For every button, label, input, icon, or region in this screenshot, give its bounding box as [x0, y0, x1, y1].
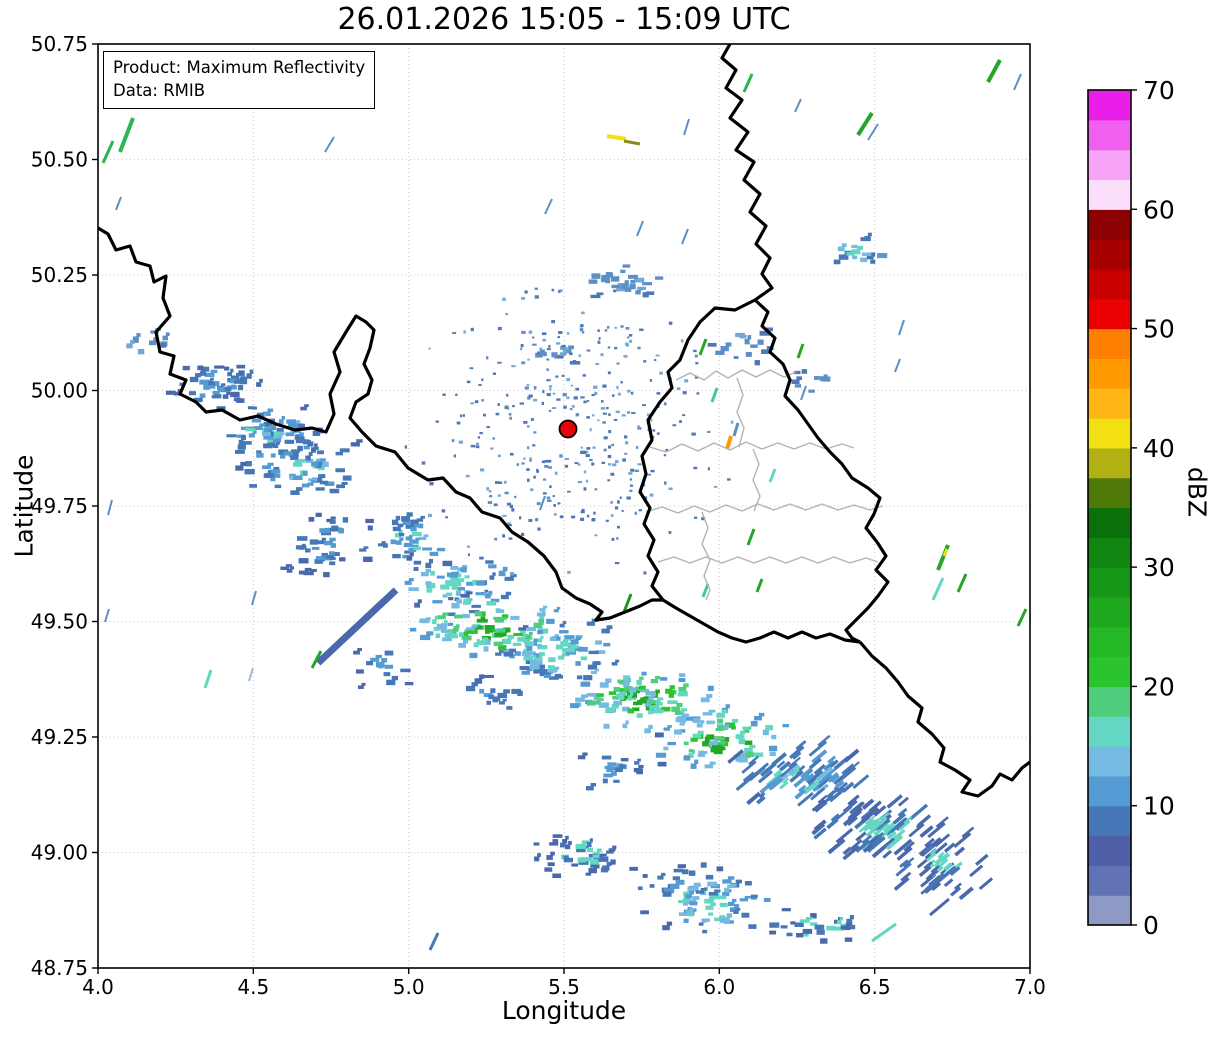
x-tick-label: 7.0 — [1014, 975, 1046, 999]
colorbar-tick-label: 40 — [1143, 434, 1175, 463]
product-label: Product: Maximum Reflectivity — [113, 58, 366, 77]
colorbar-segment — [1088, 418, 1131, 449]
colorbar-segment — [1088, 388, 1131, 419]
regional-border — [736, 377, 745, 448]
colorbar-segment — [1088, 746, 1131, 777]
x-tick-label: 4.0 — [82, 975, 114, 999]
colorbar-segment — [1088, 447, 1131, 479]
colorbar-segment — [1088, 835, 1131, 866]
colorbar-tick-label: 10 — [1143, 792, 1175, 821]
radar-site-marker — [558, 419, 578, 439]
colorbar-tick-label: 60 — [1143, 195, 1175, 224]
x-tick-label: 6.5 — [859, 975, 891, 999]
y-tick-label: 50.75 — [31, 32, 88, 56]
y-axis-label: Latitude — [9, 454, 39, 558]
colorbar-segment — [1088, 90, 1131, 121]
national-border — [753, 298, 890, 644]
regional-border — [701, 511, 711, 601]
national-border — [858, 640, 1030, 798]
national-border — [662, 598, 861, 644]
colorbar-tick-label: 70 — [1143, 76, 1175, 105]
x-tick-label: 4.5 — [237, 975, 269, 999]
y-tick-label: 49.75 — [31, 494, 88, 518]
colorbar-segment — [1088, 596, 1131, 628]
y-tick-label: 48.75 — [31, 956, 88, 980]
colorbar-segment — [1088, 805, 1131, 837]
figure-title: 26.01.2026 15:05 - 15:09 UTC — [337, 2, 791, 37]
colorbar-segment — [1088, 626, 1131, 658]
colorbar-segment — [1088, 567, 1131, 598]
colorbar-segment — [1088, 537, 1131, 568]
x-axis-label: Longitude — [501, 996, 627, 1025]
colorbar-segment — [1088, 298, 1131, 330]
national-border — [720, 44, 774, 302]
colorbar-tick-label: 0 — [1143, 911, 1159, 940]
colorbar-frame — [1087, 89, 1132, 926]
colorbar-tick-label: 30 — [1143, 553, 1175, 582]
x-tick-label: 5.0 — [393, 975, 425, 999]
y-tick-label: 49.25 — [31, 725, 88, 749]
colorbar-segment — [1088, 149, 1131, 181]
data-source-label: Data: RMIB — [113, 81, 206, 101]
y-tick-label: 50.25 — [31, 263, 88, 287]
regional-border — [675, 369, 797, 381]
y-tick-label: 50.00 — [31, 379, 88, 403]
y-tick-label: 49.50 — [31, 610, 88, 634]
colorbar-segment — [1088, 268, 1131, 300]
colorbar-segment — [1088, 239, 1131, 270]
colorbar-tick-label: 50 — [1143, 315, 1175, 344]
colorbar-tick-label: 20 — [1143, 672, 1175, 701]
product-annotation-box: Product: Maximum Reflectivity Data: RMIB — [103, 51, 376, 109]
colorbar-segment — [1088, 716, 1131, 747]
regional-border — [752, 448, 761, 512]
x-tick-label: 5.5 — [548, 975, 580, 999]
colorbar-segment — [1088, 686, 1131, 717]
colorbar-segment — [1088, 209, 1131, 240]
colorbar-segment — [1088, 895, 1131, 926]
x-tick-label: 6.0 — [703, 975, 735, 999]
colorbar-segment — [1088, 328, 1131, 359]
y-tick-label: 49.00 — [31, 841, 88, 865]
national-border — [98, 226, 663, 622]
colorbar-segment — [1088, 775, 1131, 807]
radar-echoes — [101, 59, 1028, 951]
national-border — [638, 298, 756, 601]
colorbar-segment — [1088, 358, 1131, 389]
regional-border — [645, 503, 883, 514]
colorbar-segment — [1088, 119, 1131, 151]
regional-border — [649, 441, 855, 453]
regional-border — [657, 556, 879, 564]
colorbar-segment — [1088, 507, 1131, 538]
colorbar-segment — [1088, 179, 1131, 210]
y-tick-label: 50.50 — [31, 148, 88, 172]
colorbar-segment — [1088, 656, 1131, 688]
colorbar-segment — [1088, 865, 1131, 896]
colorbar-label: dBZ — [1182, 466, 1212, 518]
colorbar-segment — [1088, 477, 1131, 509]
